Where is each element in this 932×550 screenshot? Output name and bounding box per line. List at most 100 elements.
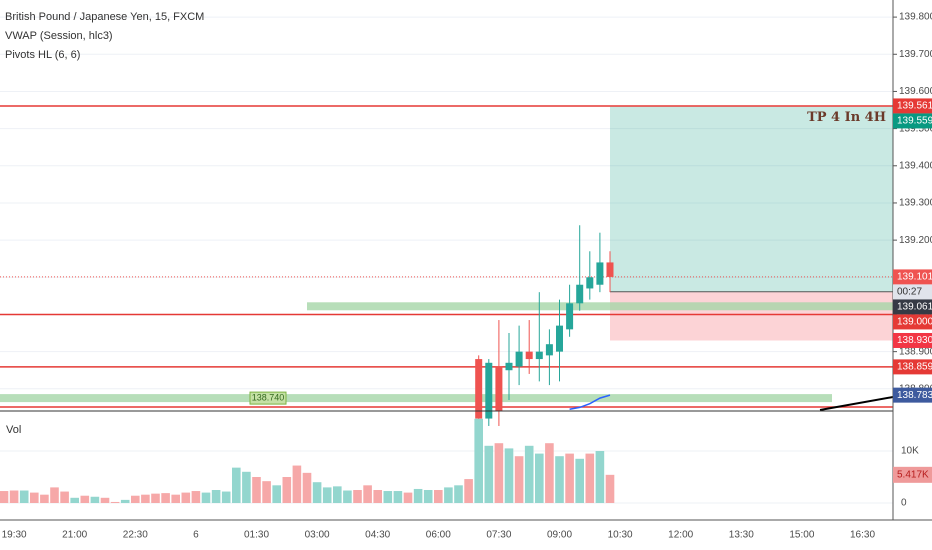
- volume-bar: [252, 476, 261, 503]
- volume-bar: [605, 474, 615, 503]
- volume-bar: [221, 491, 231, 503]
- volume-bar: [40, 494, 49, 503]
- candle-body: [535, 351, 543, 360]
- volume-bar: [80, 495, 90, 503]
- x-tick-label: 16:30: [850, 530, 875, 541]
- volume-bar: [393, 491, 403, 503]
- volume-bar: [110, 501, 120, 503]
- y-tick-label: 139.800: [899, 12, 932, 23]
- candle-body: [485, 362, 493, 419]
- price-label: 138.859: [897, 362, 932, 373]
- price-label: 139.000: [897, 317, 932, 328]
- volume-bar: [494, 443, 504, 503]
- y-tick-label: 139.400: [899, 160, 932, 171]
- stop-zone: [610, 291, 893, 341]
- price-label: 138.783: [897, 390, 932, 401]
- indicator-label: VWAP (Session, hlc3): [5, 30, 113, 42]
- candle-body: [566, 303, 574, 330]
- indicator-label: Pivots HL (6, 6): [5, 49, 80, 61]
- volume-bar: [19, 490, 29, 503]
- x-tick-label: 21:00: [62, 530, 87, 541]
- volume-bar: [454, 485, 463, 503]
- price-label: 139.101: [897, 272, 932, 283]
- pivot-band: [307, 302, 893, 311]
- volume-bar: [90, 496, 100, 503]
- volume-bar: [191, 491, 201, 503]
- volume-bar: [312, 482, 322, 503]
- volume-bar: [242, 471, 251, 503]
- y-tick-label: 139.300: [899, 198, 932, 209]
- volume-bar: [403, 492, 413, 503]
- volume-bar: [302, 472, 312, 503]
- trend-line: [819, 396, 894, 411]
- price-axis: 139.800 139.700 139.600 139.500 139.400 139.3…: [893, 12, 932, 509]
- volume-bar: [272, 485, 281, 503]
- volume-bar: [524, 445, 534, 503]
- x-tick-label: 22:30: [123, 530, 148, 541]
- y-tick-label: 138.900: [899, 346, 932, 357]
- candle-body: [586, 277, 594, 289]
- candle-body: [515, 351, 523, 367]
- volume-bar: [60, 491, 69, 503]
- volume-bar: [211, 489, 221, 503]
- volume-bar: [0, 491, 9, 503]
- x-tick-label: 06:00: [426, 530, 451, 541]
- price-label: 00:27: [897, 287, 922, 298]
- pivot-annotation-box: [249, 391, 287, 405]
- volume-bar: [292, 465, 302, 503]
- volume-bar: [70, 497, 79, 503]
- y-tick-label: 139.700: [899, 49, 932, 60]
- vwap-line: [569, 394, 611, 410]
- x-tick-label: 01:30: [244, 530, 269, 541]
- price-label: 139.559: [897, 116, 932, 127]
- volume-bar: [181, 492, 191, 503]
- volume-last-label: 5.417K: [897, 469, 929, 480]
- price-label-box: [893, 387, 932, 403]
- volume-bar: [141, 494, 150, 503]
- volume-bar: [171, 494, 180, 503]
- price-label-box: [893, 359, 932, 375]
- volume-bar: [585, 453, 595, 503]
- volume-bar: [50, 487, 59, 503]
- volume-bar: [444, 487, 453, 503]
- x-tick-label: 13:30: [729, 530, 754, 541]
- volume-bar: [131, 495, 140, 503]
- volume-bar: [595, 450, 605, 503]
- candle-body: [475, 359, 483, 419]
- volume-bar: [333, 486, 342, 503]
- volume-bar: [545, 443, 554, 503]
- price-label-box: [893, 332, 932, 348]
- price-label-box: [893, 284, 932, 300]
- volume-last-box: [893, 466, 932, 483]
- y-tick-label: 139.500: [899, 123, 932, 134]
- price-label: 139.561: [897, 101, 932, 112]
- volume-bar: [232, 467, 241, 503]
- volume-bar: [262, 481, 271, 503]
- candle-body: [576, 284, 584, 304]
- x-tick-label: 03:00: [305, 530, 330, 541]
- price-label: 138.930: [897, 335, 932, 346]
- chart-title: British Pound / Japanese Yen, 15, FXCM: [5, 11, 204, 23]
- volume-bar: [343, 490, 352, 503]
- price-label: 139.061: [897, 302, 932, 313]
- y-tick-label: 10K: [901, 446, 919, 457]
- y-tick-label: 139.600: [899, 86, 932, 97]
- candle-body: [495, 366, 503, 412]
- candle-body: [556, 325, 563, 352]
- x-tick-label: 04:30: [365, 530, 390, 541]
- y-tick-label: 0: [901, 498, 907, 509]
- volume-bar: [161, 493, 170, 503]
- x-tick-label: 6: [193, 530, 199, 541]
- volume-bar: [201, 492, 211, 503]
- price-label-box: [893, 314, 932, 330]
- candle-body: [596, 262, 604, 285]
- volume-bar: [9, 490, 19, 503]
- volume-bar: [434, 489, 443, 503]
- candle-body: [606, 262, 614, 277]
- volume-bar: [535, 453, 544, 503]
- volume-bar: [322, 487, 332, 503]
- x-tick-label: 10:30: [608, 530, 633, 541]
- x-tick-label: 09:00: [547, 530, 572, 541]
- volume-bar: [353, 489, 362, 503]
